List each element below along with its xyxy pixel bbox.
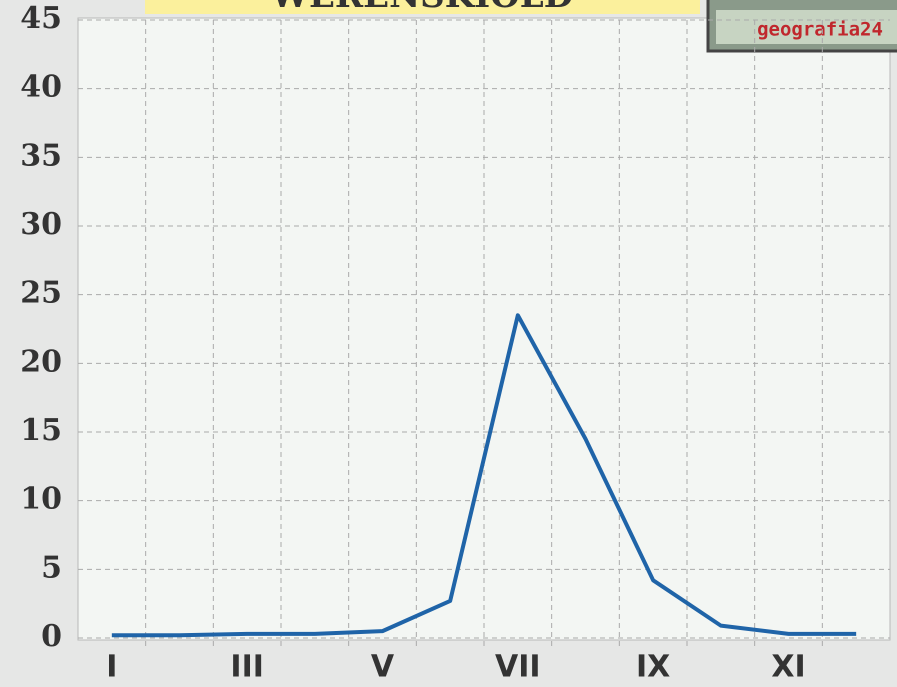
y-tick-label: 35 [20, 138, 62, 173]
x-tick-label: III [230, 650, 264, 685]
x-tick-label: VII [495, 650, 541, 685]
chart-title: WERENSKIOLD [270, 0, 573, 16]
logo-text: geografia24 [757, 19, 883, 41]
x-tick-label: I [106, 650, 117, 685]
x-tick-label: IX [636, 650, 670, 685]
y-tick-label: 10 [20, 482, 62, 517]
y-tick-label: 25 [20, 276, 62, 311]
x-tick-label: V [371, 650, 395, 685]
y-tick-label: 15 [20, 413, 62, 448]
y-tick-label: 5 [41, 550, 62, 585]
y-tick-label: 45 [20, 1, 62, 36]
x-tick-label: XI [771, 650, 805, 685]
y-tick-label: 40 [20, 70, 62, 105]
y-tick-label: 0 [41, 619, 62, 654]
y-tick-label: 20 [20, 344, 62, 379]
y-tick-label: 30 [20, 207, 62, 242]
chart: WERENSKIOLD geografia24 0 5 10 15 20 25 30 35 40… [0, 0, 897, 687]
